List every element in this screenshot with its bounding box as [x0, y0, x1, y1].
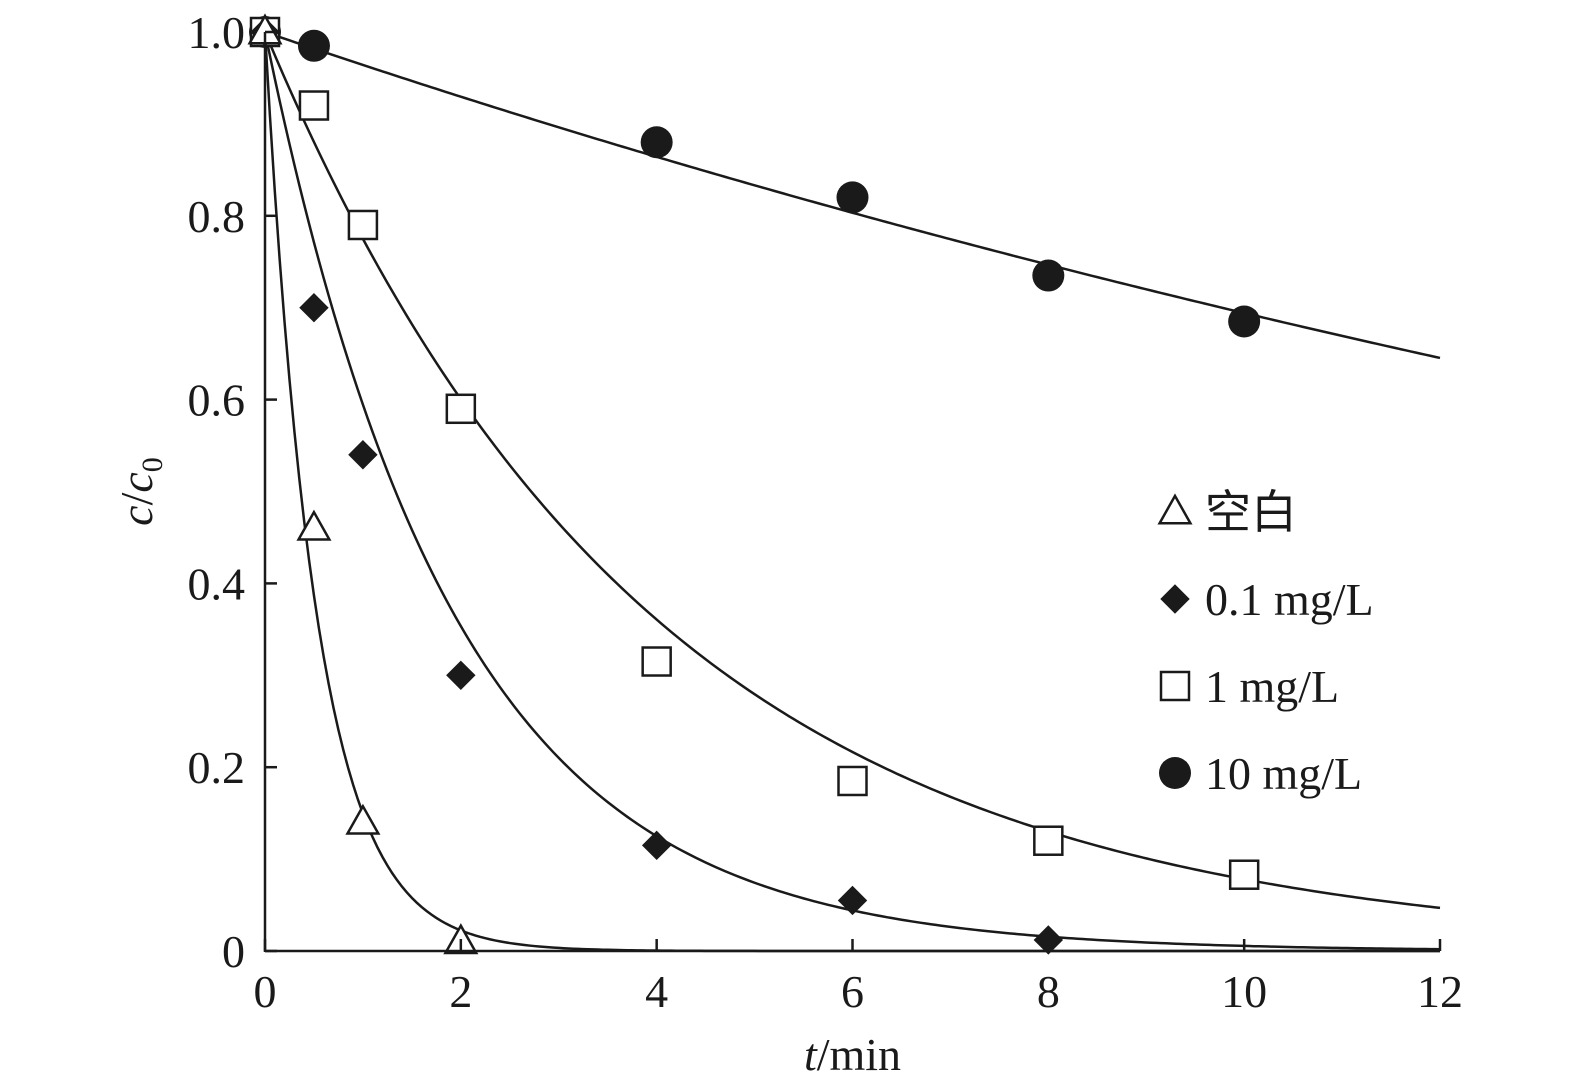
- y-tick-label: 0.8: [188, 191, 246, 242]
- x-tick-label: 12: [1417, 966, 1463, 1017]
- data-point-series-2: [445, 393, 477, 425]
- data-point-series-3: [1228, 305, 1261, 338]
- x-tick-label: 10: [1221, 966, 1267, 1017]
- data-point-series-3: [297, 29, 330, 62]
- legend-label-2: 1 mg/L: [1205, 661, 1339, 712]
- y-axis-title: c/c0: [111, 457, 169, 526]
- legend-marker-0: [1157, 493, 1193, 525]
- legend-label-0: 空白: [1205, 487, 1297, 538]
- legend-marker-1: [1160, 584, 1190, 614]
- data-point-series-3: [640, 126, 673, 159]
- x-tick-label: 0: [254, 966, 277, 1017]
- y-tick-label: 0: [222, 926, 245, 977]
- data-point-series-3: [836, 181, 869, 214]
- data-point-series-2: [641, 646, 672, 677]
- data-point-series-1: [348, 440, 378, 470]
- data-markers: [247, 13, 1261, 955]
- data-point-series-0: [296, 509, 332, 541]
- y-tick-label: 1.0: [188, 7, 246, 58]
- data-point-series-2: [1228, 859, 1260, 890]
- y-tick-label: 0.6: [188, 375, 246, 426]
- x-tick-label: 8: [1037, 966, 1060, 1017]
- x-axis-title: t/min: [804, 1029, 901, 1080]
- x-tick-label: 6: [841, 966, 864, 1017]
- data-point-series-0: [345, 803, 381, 835]
- legend-label-1: 0.1 mg/L: [1205, 574, 1374, 625]
- data-point-series-1: [446, 660, 476, 691]
- legend: 空白 0.1 mg/L 1 mg/L 10 mg/L: [1157, 487, 1374, 799]
- data-point-series-2: [298, 90, 330, 121]
- data-point-series-1: [837, 885, 868, 916]
- data-point-series-1: [299, 292, 329, 323]
- legend-marker-2: [1159, 670, 1191, 702]
- data-point-series-2: [837, 765, 868, 797]
- y-tick-label: 0.4: [188, 558, 246, 609]
- x-tick-label: 4: [645, 966, 668, 1017]
- legend-label-3: 10 mg/L: [1205, 748, 1362, 799]
- x-tick-label: 2: [449, 966, 472, 1017]
- data-point-series-1: [641, 830, 672, 861]
- axes: 0 2 4 6 8 10 12 0 0.2 0.4 0.6 0.8 1.0 t/min c/c0: [111, 7, 1463, 1080]
- data-point-series-3: [1032, 259, 1065, 292]
- legend-marker-3: [1159, 757, 1191, 789]
- y-tick-label: 0.2: [188, 742, 246, 793]
- data-point-series-2: [347, 209, 379, 241]
- data-point-series-2: [1033, 825, 1064, 856]
